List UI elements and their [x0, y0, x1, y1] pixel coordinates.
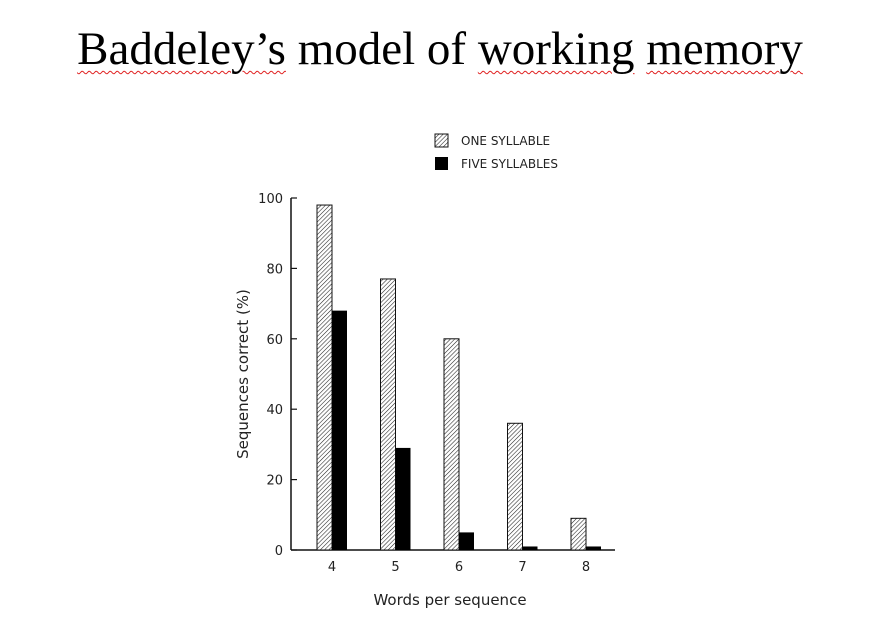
bar-five-syllables-4 — [332, 310, 347, 550]
y-tick-label: 60 — [266, 333, 283, 348]
bar-one-syllable-6 — [443, 338, 460, 551]
legend-swatch-five-syllables — [435, 157, 448, 170]
x-tick-label: 8 — [582, 560, 590, 575]
title-word-3: working — [477, 23, 635, 75]
bar-five-syllables-7 — [522, 546, 538, 550]
x-ticks: 4 5 6 7 8 — [328, 560, 590, 575]
legend-label-five-syllables: FIVE SYLLABLES — [461, 157, 558, 171]
bars — [316, 204, 601, 551]
y-tick-label: 0 — [275, 544, 283, 559]
title-word-2: model of — [285, 23, 478, 75]
title-word-1: Baddeley’s — [77, 23, 286, 75]
legend-swatch-one-syllable — [434, 133, 449, 148]
y-tick-label: 80 — [266, 262, 283, 277]
bar-one-syllable-4 — [316, 204, 333, 551]
bar-five-syllables-5 — [395, 447, 411, 550]
y-tick-label: 20 — [266, 474, 283, 489]
title-word-4: memory — [646, 23, 803, 75]
legend-label-one-syllable: ONE SYLLABLE — [461, 134, 550, 148]
x-tick-label: 7 — [518, 560, 526, 575]
x-tick-label: 6 — [455, 560, 463, 575]
y-tick-label: 40 — [266, 403, 283, 418]
y-axis-label: Sequences correct (%) — [234, 289, 252, 459]
slide-title: Baddeley’s model of working memory — [0, 22, 880, 76]
bar-one-syllable-5 — [380, 278, 396, 551]
y-tick-label: 100 — [258, 192, 283, 207]
x-axis-label: Words per sequence — [373, 591, 526, 609]
bar-one-syllable-7 — [507, 422, 523, 551]
x-tick-label: 4 — [328, 560, 336, 575]
bar-five-syllables-6 — [459, 532, 474, 550]
x-tick-label: 5 — [391, 560, 399, 575]
y-ticks: 0 20 40 60 80 100 — [258, 192, 297, 559]
bar-five-syllables-8 — [586, 546, 601, 550]
legend: ONE SYLLABLE FIVE SYLLABLES — [434, 133, 558, 171]
bar-one-syllable-8 — [570, 517, 587, 551]
